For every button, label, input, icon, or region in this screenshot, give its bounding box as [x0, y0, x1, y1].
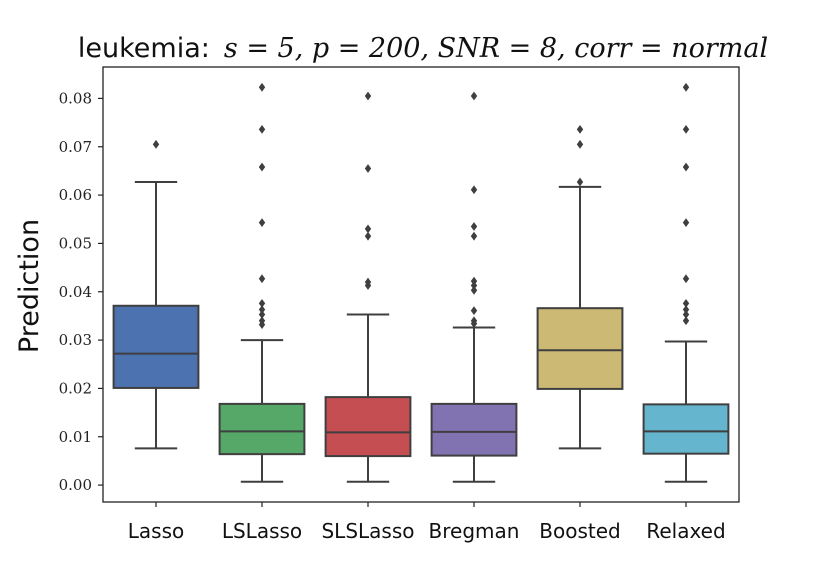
- outlier-point: [258, 310, 266, 319]
- x-tick-label: LSLasso: [222, 519, 302, 543]
- outlier-point: [364, 164, 372, 173]
- outlier-point: [576, 139, 584, 149]
- outlier-point: [470, 231, 478, 241]
- outlier-point: [364, 224, 372, 234]
- outlier-point: [682, 218, 690, 228]
- outlier-point: [682, 316, 690, 326]
- outlier-point: [470, 185, 478, 195]
- box-lasso: [112, 304, 200, 389]
- outlier-point: [682, 124, 690, 134]
- y-axis-label: Prediction: [14, 219, 45, 353]
- outlier-point: [364, 91, 372, 101]
- chart-title-math: s = 5, p = 200, SNR = 8, corr = normal: [224, 33, 768, 64]
- outlier-point: [258, 320, 266, 330]
- outlier-point: [682, 305, 690, 315]
- outlier-point: [470, 91, 478, 101]
- y-tick-label: 0.06: [59, 186, 92, 204]
- outlier-point: [364, 281, 372, 290]
- outlier-point: [682, 310, 690, 319]
- chart-title-prefix: leukemia:: [78, 33, 210, 64]
- outlier-point: [576, 177, 584, 187]
- box-relaxed: [642, 403, 730, 455]
- x-tick-label: SLSLasso: [321, 519, 414, 543]
- y-tick-label: 0.07: [59, 138, 92, 156]
- outlier-point: [258, 162, 266, 172]
- outlier-point: [682, 82, 690, 92]
- outlier-point: [576, 124, 584, 134]
- outlier-point: [152, 139, 160, 149]
- outlier-point: [258, 305, 266, 315]
- outlier-point: [470, 222, 478, 231]
- x-tick-label: Lasso: [128, 519, 184, 543]
- chart-title: leukemia: s = 5, p = 200, SNR = 8, corr …: [78, 33, 768, 64]
- outlier-point: [682, 274, 690, 284]
- x-tick-label: Bregman: [429, 519, 520, 543]
- box-lslasso: [218, 402, 306, 456]
- box-bregman: [430, 402, 518, 457]
- y-tick-label: 0.03: [59, 331, 92, 349]
- y-tick-label: 0.02: [59, 379, 92, 397]
- y-tick-label: 0.01: [59, 428, 92, 446]
- plot-frame: [102, 66, 740, 503]
- y-tick-label: 0.00: [59, 476, 92, 494]
- box-boosted: [536, 307, 624, 390]
- y-tick-label: 0.04: [59, 283, 92, 301]
- outlier-point: [258, 298, 266, 308]
- outlier-point: [470, 306, 478, 315]
- x-tick-label: Boosted: [539, 519, 620, 543]
- outlier-point: [364, 231, 372, 241]
- outlier-point: [258, 82, 266, 92]
- outlier-point: [258, 274, 266, 284]
- outlier-point: [470, 285, 478, 295]
- x-tick-label: Relaxed: [646, 519, 725, 543]
- outlier-point: [682, 162, 690, 172]
- outlier-point: [258, 218, 266, 228]
- box-slslasso: [324, 396, 412, 458]
- y-tick-label: 0.08: [59, 89, 92, 107]
- outlier-point: [682, 298, 690, 308]
- plot-area: 0.00 0.01 0.02 0.03 0.04 0.05 0.06 0.07 0.08 Lass…: [59, 82, 730, 543]
- outlier-point: [258, 124, 266, 134]
- outlier-point: [470, 281, 478, 290]
- y-tick-label: 0.05: [59, 234, 92, 252]
- outlier-point: [470, 319, 478, 329]
